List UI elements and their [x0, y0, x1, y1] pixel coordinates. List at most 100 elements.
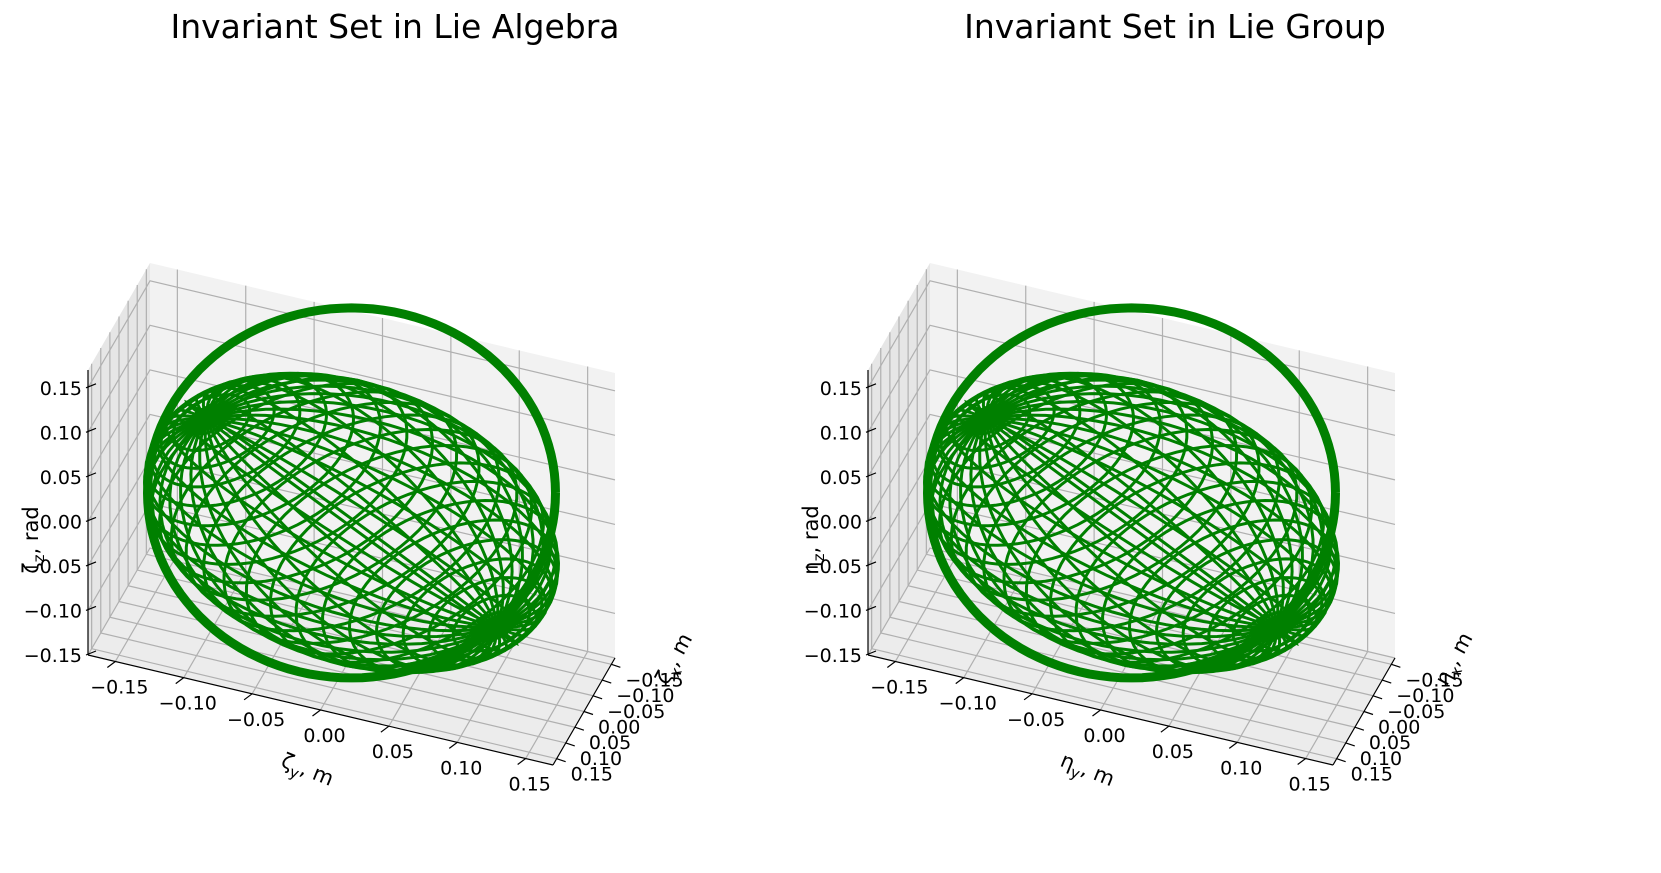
z-tick-mark	[85, 472, 97, 478]
y-tick-mark	[1092, 709, 1101, 717]
x-tick-mark	[574, 726, 585, 731]
y-axis-label: ζy, m	[276, 748, 337, 795]
z-tick-mark	[865, 427, 877, 433]
z-tick-label: 0.00	[40, 511, 82, 533]
wire-parallel	[951, 393, 1032, 453]
x-tick-label: 0.15	[571, 764, 613, 786]
x-tick-label: 0.10	[580, 748, 622, 770]
z-tick-mark	[85, 561, 97, 567]
x-tick-mark	[1363, 710, 1374, 716]
z-tick-mark	[865, 650, 877, 656]
z-tick-label: −0.15	[804, 645, 862, 667]
wire-parallel	[949, 390, 1239, 602]
wire-parallel	[158, 381, 435, 585]
wire-parallel	[244, 443, 534, 656]
z-tick-label: 0.15	[820, 378, 862, 400]
x-tick-label: 0.10	[1360, 748, 1402, 770]
z-tick-mark	[865, 561, 877, 567]
y-tick-mark	[1023, 693, 1033, 701]
wire-parallel	[184, 400, 481, 618]
z-tick-mark	[85, 605, 97, 612]
wire-parallel	[222, 427, 519, 645]
x-tick-label: −0.15	[1405, 669, 1463, 691]
z-tick-label: 0.10	[820, 422, 862, 444]
z-tick-mark	[85, 516, 97, 522]
x-tick-mark	[611, 663, 621, 668]
z-tick-mark	[85, 383, 97, 389]
tick-labels: −0.15−0.10−0.050.000.050.100.15−0.15−0.1…	[804, 378, 1464, 796]
y-tick-label: 0.00	[1083, 725, 1125, 747]
wire-parallel	[1181, 557, 1333, 669]
x-tick-label: 0.15	[1351, 764, 1393, 786]
z-tick-label: 0.10	[40, 422, 82, 444]
z-axis-label: ζz, rad	[19, 506, 48, 574]
z-tick-label: −0.10	[804, 600, 862, 622]
x-tick-mark	[1372, 695, 1383, 700]
x-tick-mark	[1354, 726, 1365, 731]
x-tick-mark	[556, 758, 566, 763]
z-tick-label: −0.10	[24, 600, 82, 622]
y-tick-label: −0.15	[870, 676, 928, 698]
chart-title: Invariant Set in Lie Algebra	[170, 7, 619, 46]
y-tick-label: 0.10	[440, 757, 482, 779]
x-tick-mark	[602, 679, 612, 684]
y-tick-mark	[380, 725, 390, 733]
x-tick-mark	[1391, 663, 1401, 668]
y-tick-mark	[312, 709, 321, 717]
y-tick-mark	[886, 660, 896, 668]
y-tick-mark	[243, 693, 253, 701]
x-tick-mark	[592, 695, 603, 700]
x-tick-label: 0.05	[589, 732, 631, 754]
wire-parallel	[1002, 427, 1299, 645]
wire-parallel	[1024, 443, 1314, 656]
z-tick-mark	[865, 516, 877, 522]
wire-parallel	[1048, 461, 1325, 664]
z-tick-label: 0.05	[40, 467, 82, 489]
z-tick-label: −0.05	[804, 556, 862, 578]
z-tick-label: −0.15	[24, 645, 82, 667]
wire-parallel	[938, 381, 1215, 585]
y-tick-mark	[1228, 741, 1238, 749]
tick-labels: −0.15−0.10−0.050.000.050.100.15−0.15−0.1…	[24, 378, 684, 796]
y-tick-label: −0.05	[1007, 709, 1065, 731]
y-tick-label: −0.10	[939, 693, 997, 715]
z-tick-mark	[865, 383, 877, 389]
wire-parallel	[171, 393, 252, 453]
y-tick-label: 0.15	[1288, 774, 1330, 796]
x-tick-label: −0.10	[616, 685, 674, 707]
x-tick-mark	[1382, 679, 1392, 684]
x-tick-mark	[583, 710, 594, 716]
x-tick-label: 0.00	[1378, 717, 1420, 739]
z-tick-label: −0.05	[24, 556, 82, 578]
y-tick-mark	[955, 677, 965, 685]
y-tick-label: 0.05	[1152, 741, 1194, 763]
y-tick-label: 0.10	[1220, 757, 1262, 779]
wireframe-surface	[922, 303, 1340, 683]
z-tick-mark	[85, 650, 97, 656]
y-tick-label: 0.00	[303, 725, 345, 747]
x-tick-label: −0.05	[607, 701, 665, 723]
x-tick-label: 0.05	[1369, 732, 1411, 754]
z-tick-label: 0.15	[40, 378, 82, 400]
surface-outline	[922, 303, 1340, 683]
wire-parallel	[964, 400, 1261, 618]
surface-outline	[142, 303, 560, 683]
y-tick-mark	[1297, 758, 1307, 766]
wire-parallel	[1101, 498, 1339, 674]
y-tick-mark	[1160, 725, 1170, 733]
x-tick-label: 0.00	[598, 717, 640, 739]
y-tick-mark	[517, 758, 527, 766]
y-tick-label: −0.05	[227, 709, 285, 731]
wire-parallel	[401, 557, 553, 669]
y-axis-label: ηy, m	[1055, 748, 1118, 796]
y-tick-mark	[106, 660, 116, 668]
z-tick-mark	[865, 605, 877, 612]
y-tick-label: −0.15	[90, 676, 148, 698]
wire-parallel	[268, 461, 545, 664]
x-tick-mark	[1336, 758, 1346, 763]
z-axis-label: ηz, rad	[799, 505, 828, 574]
y-tick-mark	[448, 741, 458, 749]
z-tick-mark	[85, 427, 97, 433]
chart-title: Invariant Set in Lie Group	[964, 7, 1386, 46]
